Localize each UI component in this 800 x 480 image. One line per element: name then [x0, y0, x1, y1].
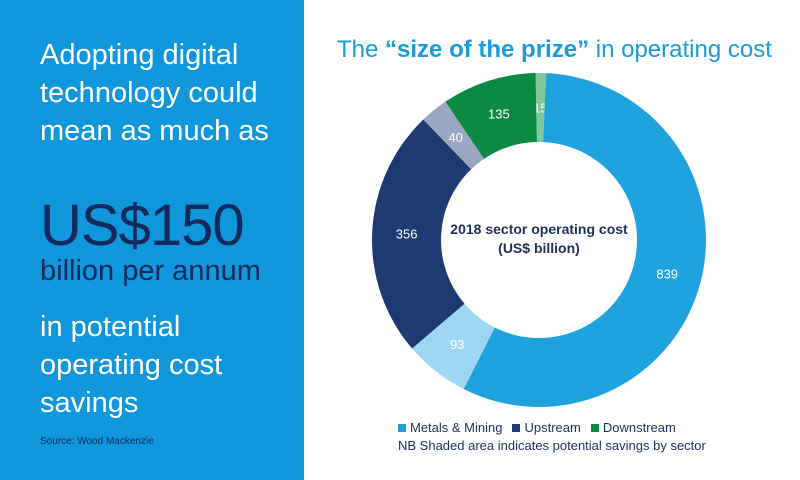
donut-slice-40 — [423, 101, 485, 170]
legend-item: Upstream — [512, 420, 581, 435]
legend: Metals & Mining Upstream Downstream — [398, 420, 686, 435]
slice-label: 40 — [448, 130, 462, 145]
center-label: 2018 sector operating cost (US$ billion) — [450, 221, 628, 256]
donut-slice-135 — [445, 73, 537, 159]
legend-swatch — [590, 424, 599, 432]
donut-slice-15 — [535, 73, 547, 143]
legend-swatch — [398, 424, 406, 432]
slice-label: 15 — [533, 101, 547, 116]
legend-label: Upstream — [524, 420, 581, 435]
chart-note: NB Shaded area indicates potential savin… — [398, 438, 706, 453]
slice-label: 135 — [488, 107, 510, 122]
slice-label: 93 — [450, 337, 464, 352]
headline: Adopting digital technology could mean a… — [40, 39, 269, 147]
legend-item: Downstream — [590, 420, 676, 435]
left-panel: Adopting digital technology could mean a… — [0, 0, 304, 480]
chart-title: The “size of the prize” in operating cos… — [337, 36, 772, 63]
legend-label: Downstream — [602, 420, 676, 435]
savings-description: in potential operating cost savings — [40, 311, 223, 419]
slice-label: 356 — [396, 226, 418, 241]
savings-unit: billion per annum — [40, 255, 261, 287]
savings-amount: US$150 — [40, 193, 245, 258]
legend-item: Metals & Mining — [398, 420, 502, 435]
legend-label: Metals & Mining — [410, 420, 503, 435]
legend-swatch — [512, 424, 521, 432]
source-note: Source: Wood Mackenzie — [40, 436, 154, 447]
donut-slice-93 — [412, 303, 495, 390]
donut-slice-356 — [372, 119, 472, 349]
slice-label: 839 — [656, 266, 678, 281]
donut-slice-839 — [463, 73, 706, 407]
